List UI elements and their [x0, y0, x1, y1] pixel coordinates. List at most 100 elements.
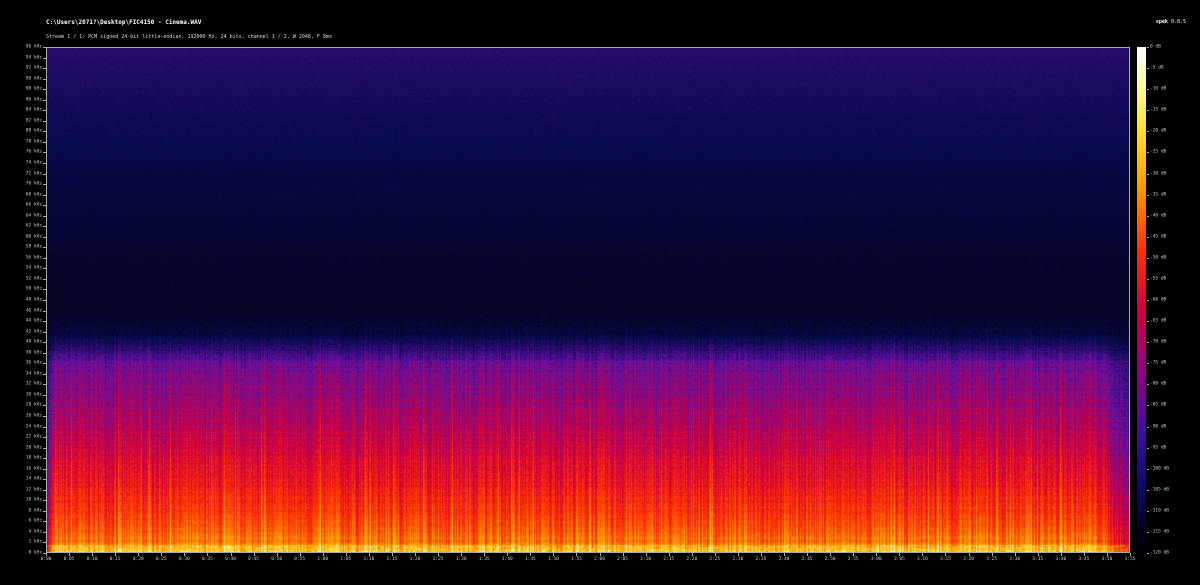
y-tick — [43, 215, 46, 217]
colorbar-tick — [1147, 426, 1149, 428]
y-tick — [43, 479, 46, 481]
x-tick-label: 0:55 — [294, 557, 306, 562]
y-tick — [43, 162, 46, 164]
x-tick-label: 1:45 — [524, 557, 536, 562]
colorbar-tick — [1147, 321, 1149, 323]
x-tick-label: 3:45 — [1078, 557, 1090, 562]
x-tick-label: 1:40 — [501, 557, 513, 562]
y-tick-label: 36 kHz — [25, 360, 42, 366]
colorbar-tick — [1147, 110, 1149, 112]
y-tick-label: 64 kHz — [25, 213, 42, 219]
y-tick-label: 68 kHz — [25, 192, 42, 198]
x-tick-label: 1:00 — [317, 557, 329, 562]
x-tick-label: 0:10 — [86, 557, 98, 562]
y-tick-label: 66 kHz — [25, 202, 42, 208]
y-tick — [43, 205, 46, 207]
y-tick-label: 12 kHz — [25, 487, 42, 493]
y-tick — [43, 415, 46, 417]
y-tick-label: 20 kHz — [25, 445, 42, 451]
y-tick-label: 72 kHz — [25, 171, 42, 176]
y-tick-label: 82 kHz — [25, 118, 42, 124]
x-tick-label: 2:00 — [594, 557, 605, 562]
x-tick — [207, 553, 209, 556]
y-tick-label: 58 kHz — [25, 244, 42, 250]
y-tick — [43, 458, 46, 460]
y-tick-label: 46 kHz — [25, 308, 42, 314]
x-tick — [484, 553, 486, 556]
colorbar-tick-label: -20 dB — [1150, 128, 1167, 134]
x-tick — [115, 553, 117, 556]
x-tick — [760, 553, 762, 556]
x-tick — [69, 553, 71, 556]
y-tick-label: 78 kHz — [25, 139, 42, 145]
y-tick — [43, 110, 46, 112]
plot-frame — [46, 47, 1130, 553]
x-tick — [899, 553, 901, 556]
x-tick-label: 2:05 — [617, 557, 629, 562]
y-tick — [43, 120, 46, 122]
colorbar-tick — [1147, 384, 1149, 386]
y-tick — [43, 510, 46, 512]
y-tick — [43, 447, 46, 449]
colorbar-tick — [1147, 215, 1149, 217]
colorbar-tick — [1147, 47, 1149, 48]
y-tick — [43, 226, 46, 228]
colorbar-tick — [1147, 278, 1149, 280]
x-tick — [461, 553, 463, 556]
colorbar-tick — [1147, 447, 1149, 449]
x-tick — [599, 553, 601, 556]
x-tick — [1106, 553, 1108, 556]
y-tick — [43, 247, 46, 249]
colorbar-tick-label: -70 dB — [1150, 339, 1167, 345]
y-tick-label: 54 kHz — [25, 265, 42, 271]
colorbar-tick-label: -25 dB — [1150, 149, 1167, 155]
x-tick — [737, 553, 739, 556]
y-tick-label: 40 kHz — [25, 339, 42, 345]
y-tick-label: 26 kHz — [25, 413, 42, 419]
x-tick — [576, 553, 578, 556]
x-tick — [138, 553, 140, 556]
x-tick-label: 3:40 — [1055, 557, 1067, 562]
x-tick — [991, 553, 993, 556]
x-tick — [530, 553, 532, 556]
x-tick-label: 0:05 — [63, 557, 75, 562]
x-tick-label: 2:10 — [640, 557, 652, 562]
x-tick — [807, 553, 809, 556]
x-tick — [876, 553, 878, 556]
y-tick-label: 94 kHz — [25, 55, 42, 61]
x-tick-label: 2:30 — [732, 557, 744, 562]
x-tick-label: 2:25 — [709, 557, 721, 562]
x-tick-label: 2:40 — [778, 557, 790, 562]
x-tick — [322, 553, 324, 556]
colorbar-tick-label: 0 dB — [1150, 44, 1161, 50]
x-tick-label: 0:35 — [202, 557, 213, 562]
y-tick-label: 84 kHz — [25, 107, 42, 113]
y-tick-label: 42 kHz — [25, 329, 42, 335]
y-tick-label: 80 kHz — [25, 128, 42, 134]
x-tick-label: 1:20 — [409, 557, 421, 562]
x-tick-label: 1:35 — [478, 557, 490, 562]
colorbar-tick-label: -10 dB — [1150, 86, 1167, 92]
y-tick — [43, 310, 46, 312]
x-tick-label: 1:50 — [547, 557, 559, 562]
x-tick-label: 3:05 — [893, 557, 905, 562]
colorbar-tick-label: -45 dB — [1150, 234, 1167, 240]
x-tick-label: 1:55 — [571, 557, 582, 562]
y-tick — [43, 300, 46, 301]
y-tick-label: 76 kHz — [25, 149, 42, 155]
x-tick — [438, 553, 440, 556]
y-tick — [43, 373, 46, 375]
colorbar-tick-label: -85 dB — [1150, 402, 1167, 408]
x-tick-label: 1:25 — [432, 557, 444, 562]
y-tick — [43, 173, 46, 175]
y-tick-label: 86 kHz — [25, 97, 42, 103]
colorbar-tick — [1147, 363, 1149, 365]
x-tick — [784, 553, 786, 556]
y-tick — [43, 321, 46, 323]
colorbar-tick-label: -100 dB — [1150, 466, 1169, 472]
y-tick-label: 8 kHz — [28, 508, 42, 514]
x-tick — [1060, 553, 1062, 556]
x-tick — [92, 553, 94, 556]
x-tick-label: 1:30 — [455, 557, 467, 562]
x-tick-label: 0:20 — [132, 557, 144, 562]
